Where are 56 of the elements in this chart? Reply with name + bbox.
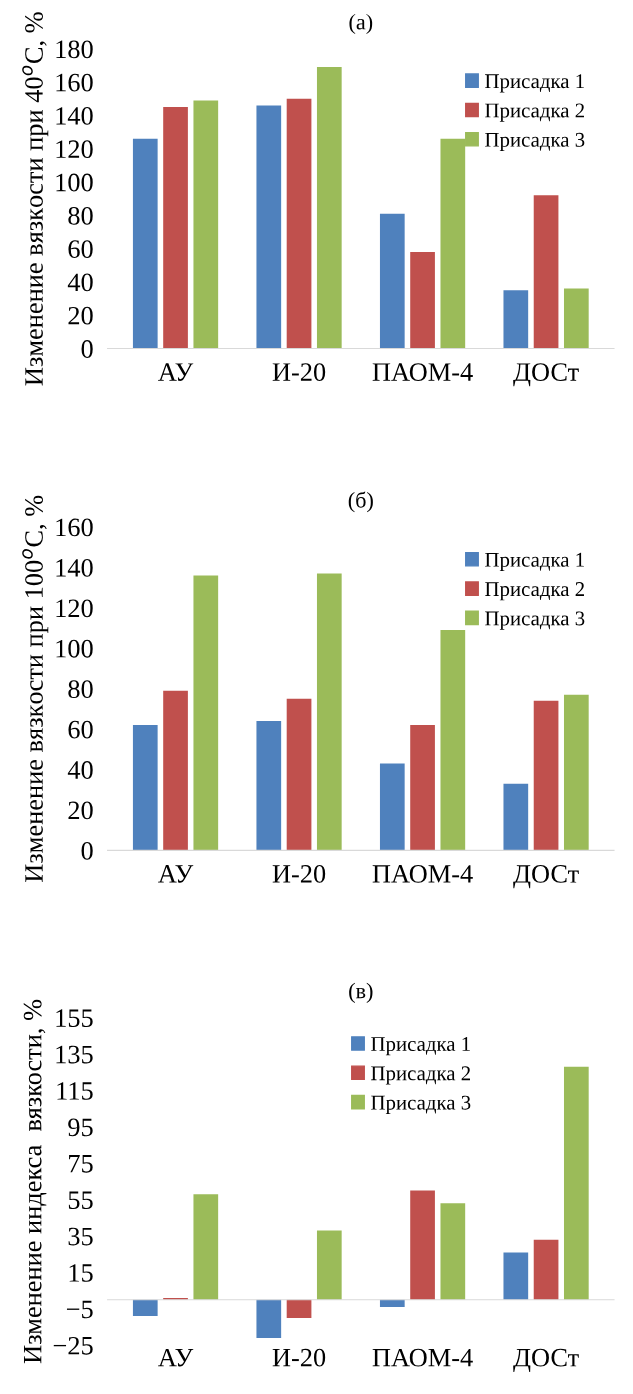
- y-tick-label: 140: [56, 107, 93, 125]
- legend-label: Присадка 1: [371, 1037, 470, 1056]
- x-tick-label: АУ: [158, 363, 194, 381]
- y-tick-label: 115: [57, 1082, 93, 1100]
- y-tick-label: 75: [69, 1155, 93, 1173]
- y-tick-label: 40: [67, 273, 93, 292]
- y-tick-label: 140: [56, 558, 93, 577]
- y-tick-label: 100: [56, 639, 93, 658]
- y-tick-label: 55: [68, 1191, 93, 1210]
- legend-label: Присадка 2: [485, 103, 584, 122]
- y-tick-label: 120: [56, 140, 93, 159]
- y-tick-label: 95: [68, 1118, 93, 1137]
- y-tick-label: 15: [69, 1264, 93, 1282]
- x-tick-label: АУ: [158, 865, 194, 883]
- legend-label: Присадка 3: [485, 132, 585, 152]
- x-tick-label: ПАОМ-4: [372, 363, 473, 381]
- y-tick-label: −5: [66, 1300, 93, 1319]
- y-tick-label: 20: [68, 801, 93, 820]
- x-tick-label: ДОСт: [513, 865, 579, 889]
- legend-label: Присадка 2: [485, 582, 584, 601]
- y-tick-label: 20: [68, 306, 93, 325]
- legend-label: Присадка 1: [485, 74, 584, 93]
- x-tick-label: ДОСт: [513, 1348, 579, 1372]
- chart-title: (в): [349, 982, 373, 1003]
- x-tick-label: ПАОМ-4: [372, 865, 473, 883]
- y-axis-title: Изменение вязкости при 40$^{o}$C, %: [22, 12, 49, 386]
- y-axis-title: Изменение вязкости при 100$^{o}$C, %: [22, 495, 49, 882]
- y-tick-label: 60: [68, 240, 93, 259]
- y-tick-label: 100: [56, 173, 93, 192]
- legend-label: Присадка 1: [485, 552, 584, 572]
- y-tick-label: 60: [68, 720, 93, 739]
- y-tick-label: 180: [56, 40, 93, 59]
- y-tick-label: 160: [56, 518, 93, 537]
- y-tick-label: 160: [56, 73, 93, 92]
- chart-title: (a): [349, 13, 373, 35]
- y-tick-label: 80: [68, 206, 93, 225]
- y-tick-label: 135: [56, 1045, 93, 1064]
- legend-label: Присадка 3: [485, 611, 585, 630]
- y-tick-label: 120: [56, 599, 93, 618]
- y-tick-label: 40: [67, 761, 93, 779]
- chart-title: (б): [348, 491, 373, 513]
- y-tick-label: 0: [81, 340, 93, 358]
- y-tick-label: −25: [53, 1336, 93, 1355]
- y-tick-label: 80: [68, 680, 93, 699]
- x-tick-label: АУ: [158, 1348, 194, 1367]
- y-tick-label: 155: [56, 1009, 93, 1028]
- x-tick-label: И-20: [272, 1348, 326, 1367]
- legend-label: Присадка 3: [371, 1095, 471, 1114]
- x-tick-label: ПАОМ-4: [372, 1348, 473, 1367]
- y-tick-label: 0: [81, 841, 93, 860]
- x-tick-label: И-20: [272, 864, 326, 883]
- y-tick-label: 35: [68, 1227, 93, 1246]
- y-axis-title: Изменение индекса вязкости, %: [23, 999, 47, 1364]
- x-tick-label: ДОСт: [513, 363, 579, 387]
- x-tick-label: И-20: [272, 363, 326, 381]
- legend-label: Присадка 2: [371, 1066, 470, 1085]
